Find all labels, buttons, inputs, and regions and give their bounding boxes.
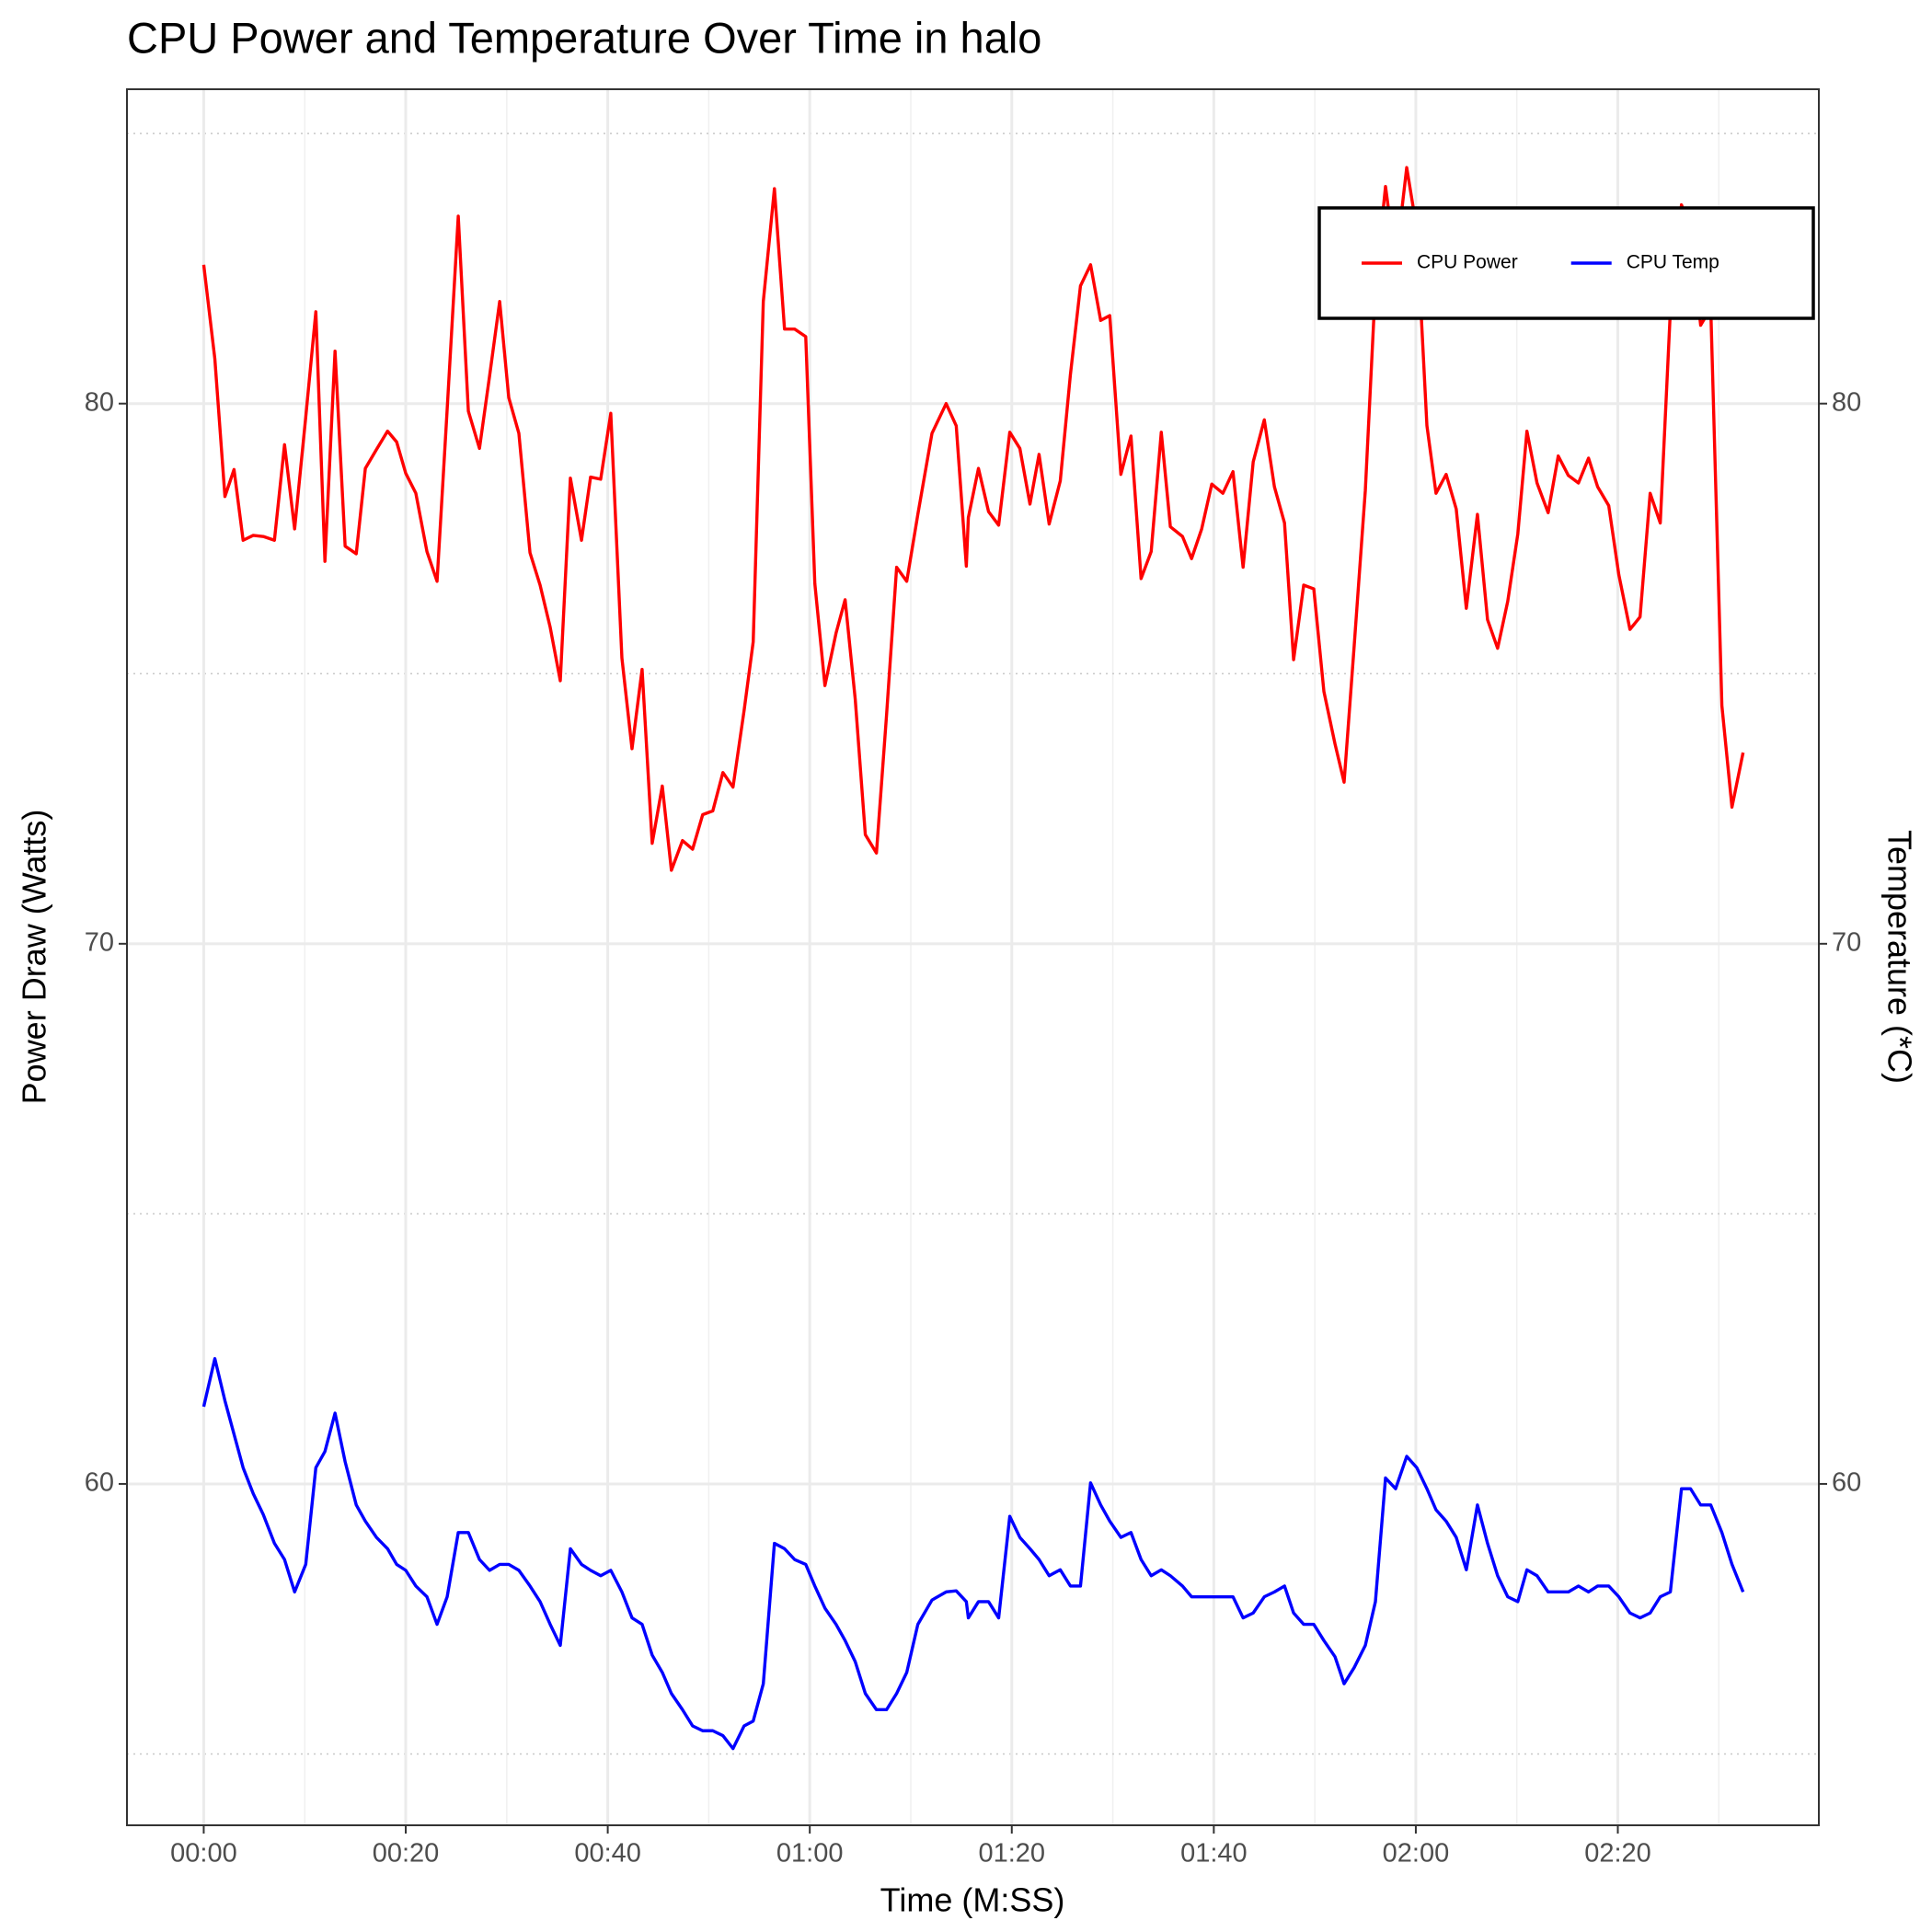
y-tick-label: 60 <box>85 1468 114 1498</box>
x-tick-label: 00:20 <box>373 1839 440 1869</box>
x-tick-label: 02:20 <box>1584 1839 1651 1869</box>
series-line <box>201 1357 1745 1751</box>
x-tick-label: 01:40 <box>1180 1839 1248 1869</box>
legend-label: CPU Power <box>1417 252 1518 273</box>
x-tick-label: 00:00 <box>170 1839 237 1869</box>
y2-tick-label: 70 <box>1832 927 1861 957</box>
x-tick-label: 02:00 <box>1383 1839 1450 1869</box>
x-axis-title: Time (M:SS) <box>880 1881 1065 1919</box>
x-tick-label: 01:20 <box>978 1839 1045 1869</box>
x-tick-label: 00:40 <box>574 1839 641 1869</box>
series-line <box>201 166 1745 872</box>
x-tick-label: 01:00 <box>776 1839 844 1869</box>
y2-tick-label: 60 <box>1832 1468 1861 1498</box>
plot-border <box>126 88 1820 1826</box>
chart-title: CPU Power and Temperature Over Time in h… <box>127 13 1041 62</box>
legend: CPU Power CPU Temp <box>1317 206 1815 320</box>
y-tick-label: 80 <box>85 387 114 417</box>
y2-tick-label: 80 <box>1832 387 1861 417</box>
y-axis-title: Power Draw (Watts) <box>16 810 53 1105</box>
legend-label: CPU Temp <box>1627 252 1719 273</box>
y2-axis-title: Temperature (*C) <box>1880 830 1918 1084</box>
y-tick-label: 70 <box>85 927 114 957</box>
